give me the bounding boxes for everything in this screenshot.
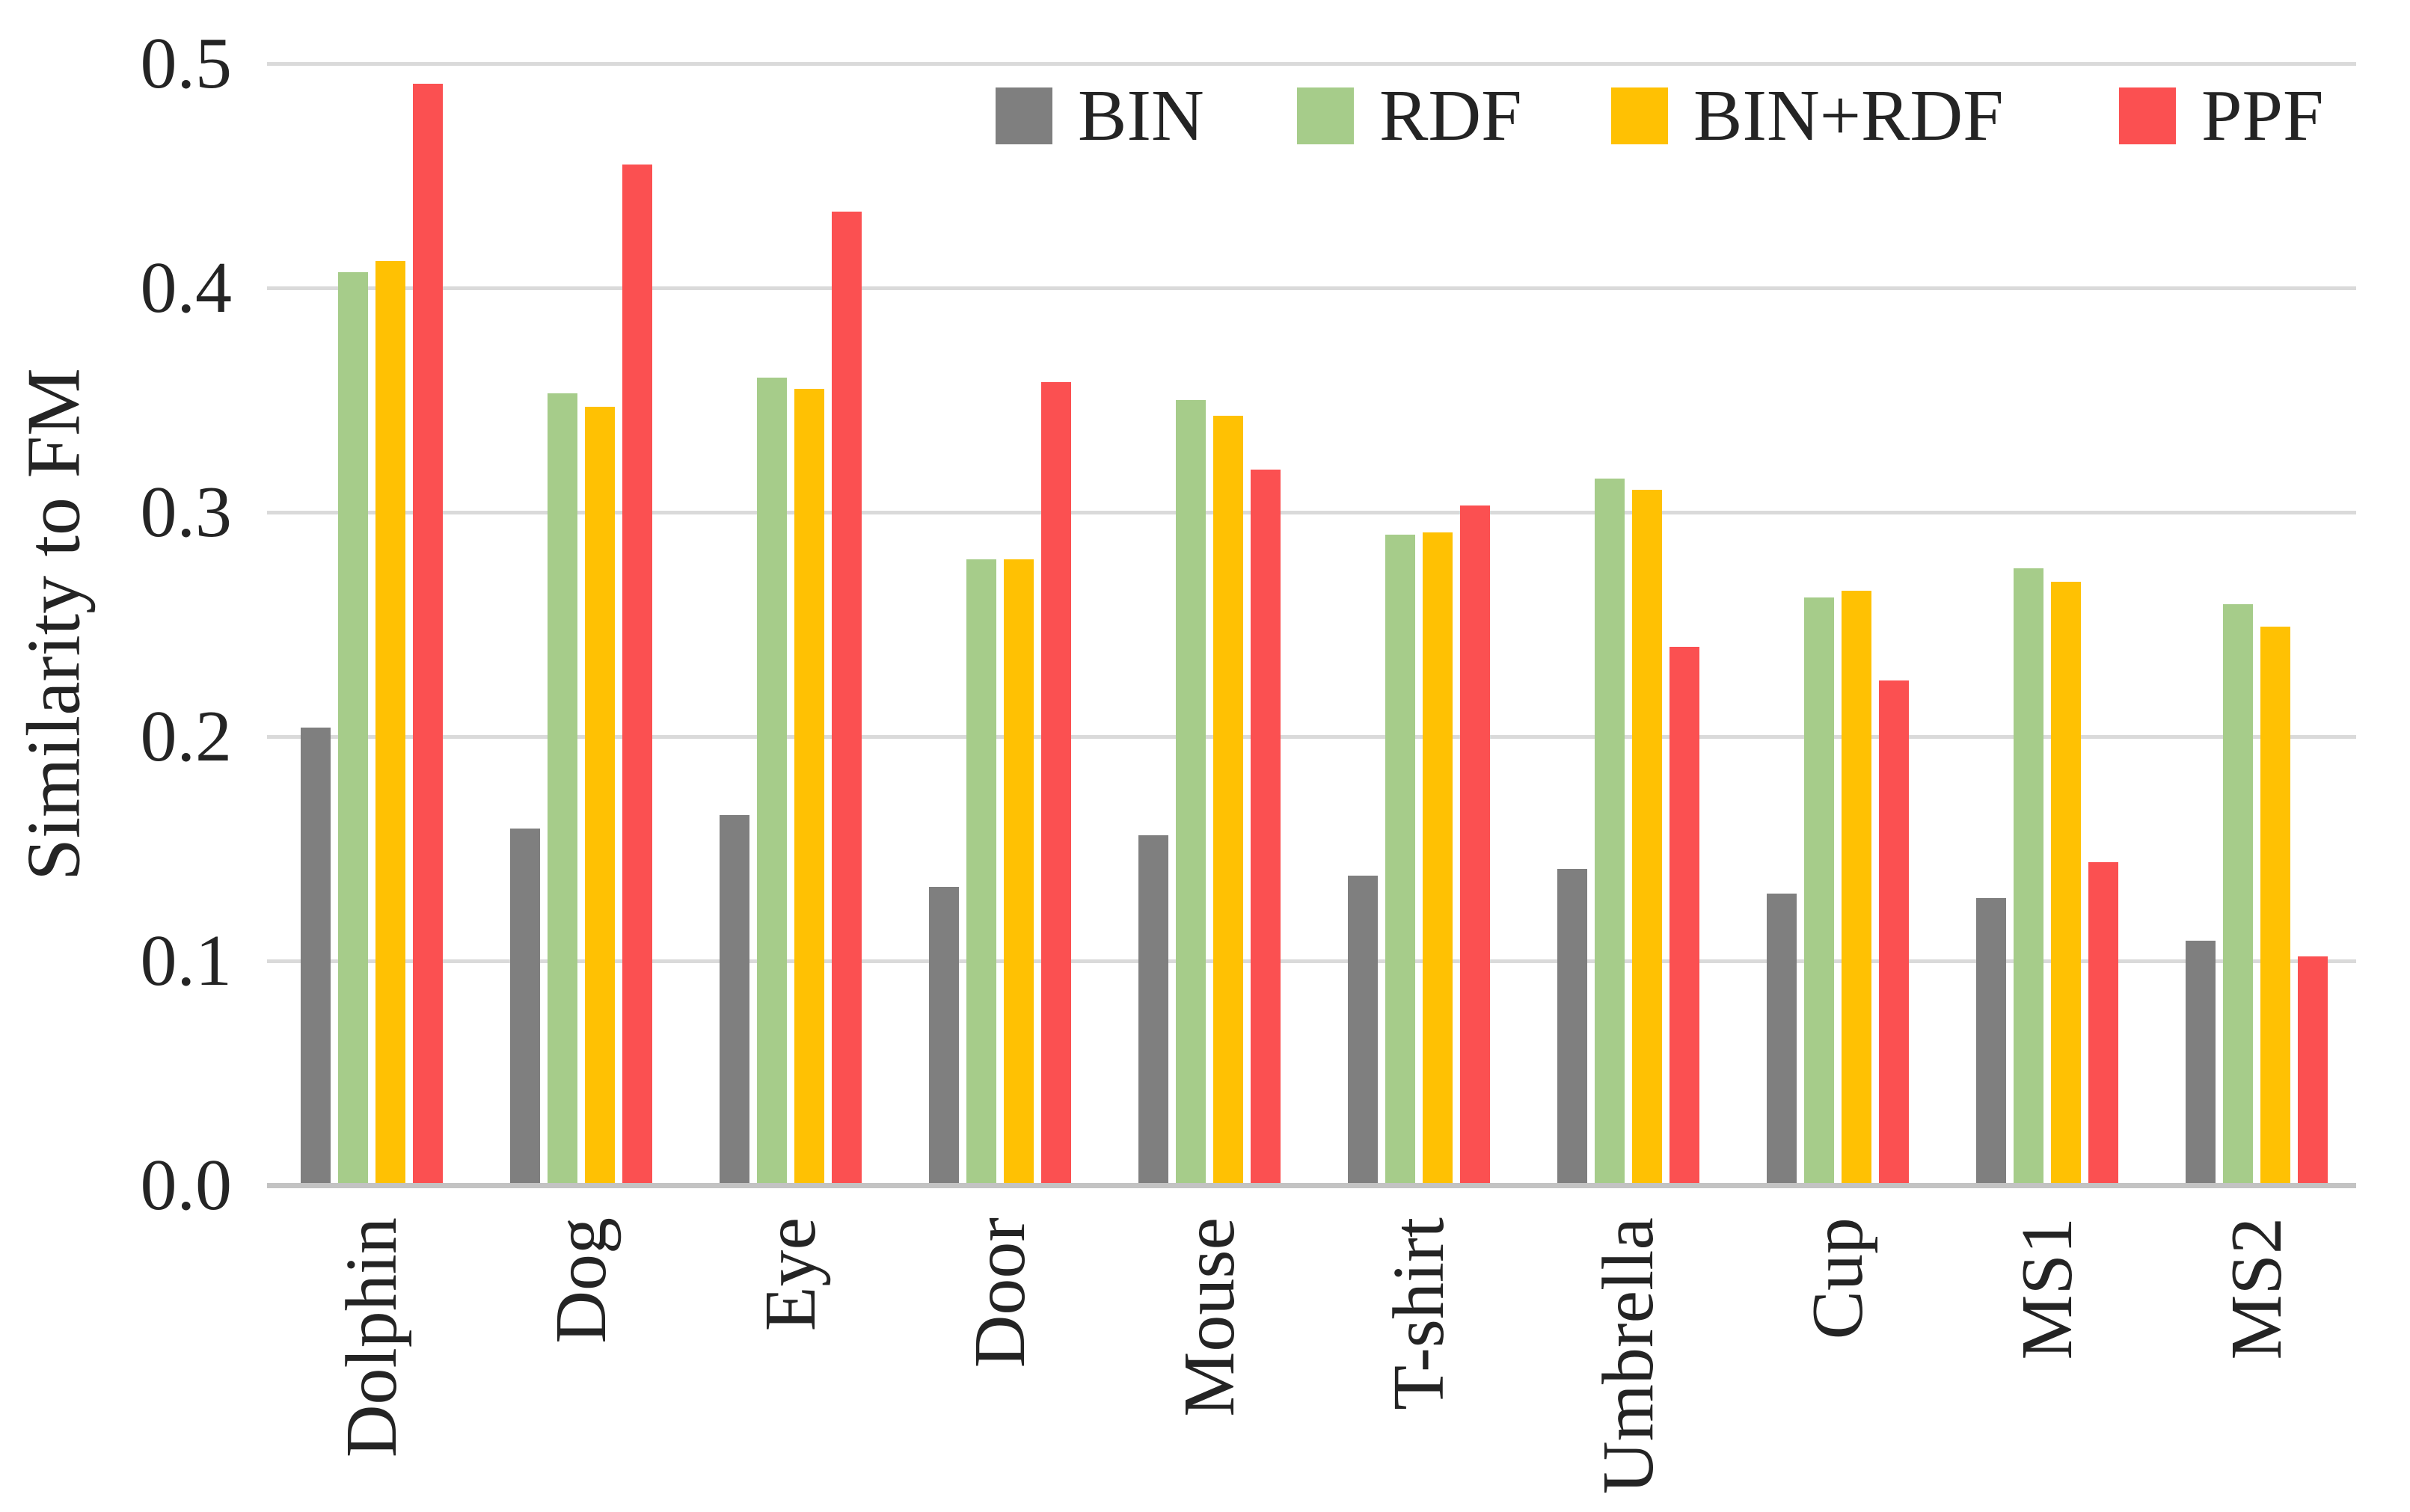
bar-bin-dog [510,829,540,1183]
bar-bin-door [929,887,959,1183]
bar-bin-dolphin [301,728,331,1183]
bar-bin+rdf-cup [1842,591,1871,1183]
gridline [267,511,2356,514]
y-tick-label: 0.3 [140,472,233,553]
bar-rdf-eye [757,378,787,1183]
gridline [267,62,2356,66]
bar-bin-cup [1767,894,1797,1183]
legend-label: BIN [1078,76,1204,156]
bar-bin-ms2 [2186,941,2216,1183]
legend-item-rdf: RDF [1297,77,1522,155]
bar-rdf-ms1 [2014,568,2043,1183]
legend-label: PPF [2201,76,2324,156]
bar-rdf-cup [1804,597,1834,1183]
legend-swatch [1611,87,1668,144]
bar-ppf-mouse [1251,470,1281,1183]
bar-ppf-umbrella [1669,647,1699,1183]
bar-ppf-dolphin [413,84,443,1183]
bar-ppf-ms2 [2298,956,2328,1183]
legend-swatch [1297,87,1354,144]
gridline [267,735,2356,739]
x-tick-label: MS1 [2007,1217,2088,1360]
x-tick-label: Door [960,1217,1040,1368]
bar-bin+rdf-dog [585,407,615,1183]
bar-rdf-umbrella [1595,479,1625,1183]
x-axis-line [267,1183,2356,1188]
bar-rdf-t-shirt [1385,535,1415,1183]
bar-bin+rdf-mouse [1213,416,1243,1183]
legend-swatch [2119,87,2176,144]
bar-bin+rdf-umbrella [1632,490,1662,1183]
x-tick-label: Umbrella [1588,1217,1669,1495]
bar-rdf-dolphin [338,272,368,1183]
y-tick-label: 0.2 [140,696,233,777]
bar-ppf-t-shirt [1460,505,1490,1183]
y-tick-label: 0.4 [140,248,233,328]
bar-ppf-ms1 [2088,862,2118,1183]
legend-item-bin+rdf: BIN+RDF [1611,77,2004,155]
legend-label: BIN+RDF [1693,76,2004,156]
bar-bin+rdf-ms2 [2260,627,2290,1183]
bar-bin-umbrella [1557,869,1587,1183]
bar-bin+rdf-t-shirt [1423,532,1453,1183]
legend-label: RDF [1379,76,1522,156]
bar-rdf-mouse [1176,400,1206,1183]
legend-item-bin: BIN [996,77,1204,155]
bar-bin+rdf-eye [794,389,824,1183]
gridline [267,959,2356,963]
y-tick-label: 0.0 [140,1145,233,1226]
x-tick-label: T-shirt [1379,1217,1459,1410]
bar-rdf-door [966,559,996,1183]
y-axis-title: Similarity to FM [11,368,96,881]
bar-bin+rdf-dolphin [375,261,405,1183]
bar-bin-eye [720,815,749,1183]
bar-bin-mouse [1138,835,1168,1183]
bar-bin+rdf-ms1 [2051,582,2081,1183]
x-tick-label: Eye [750,1217,831,1332]
bar-ppf-door [1041,382,1071,1183]
x-tick-label: Cup [1797,1217,1878,1340]
x-tick-label: MS2 [2216,1217,2297,1360]
bar-ppf-cup [1879,680,1909,1183]
x-tick-label: Dolphin [331,1217,412,1458]
y-tick-label: 0.5 [140,23,233,104]
bar-rdf-ms2 [2223,604,2253,1183]
bar-ppf-eye [832,212,862,1183]
bar-rdf-dog [548,393,577,1183]
legend-swatch [996,87,1052,144]
x-tick-label: Dog [541,1217,622,1344]
bar-bin-ms1 [1976,898,2006,1183]
legend-item-ppf: PPF [2119,77,2324,155]
bar-bin+rdf-door [1004,559,1034,1183]
y-tick-label: 0.1 [140,921,233,1001]
bar-bin-t-shirt [1348,876,1378,1183]
gridline [267,286,2356,290]
bar-ppf-dog [622,165,652,1183]
x-tick-label: Mouse [1169,1217,1250,1417]
